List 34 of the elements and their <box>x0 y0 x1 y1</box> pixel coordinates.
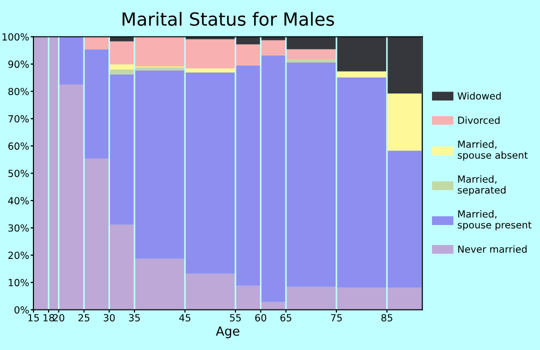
x-tick-label: 45 <box>179 314 190 322</box>
chart-title: Marital Status for Males <box>122 12 334 26</box>
y-tick-label: 100% <box>2 33 29 41</box>
bar <box>286 59 336 62</box>
legend-label: Married, spouse present <box>458 210 532 230</box>
legend-label: Never married <box>458 245 527 253</box>
x-tick-label: 60 <box>255 314 266 322</box>
x-tick-label: 75 <box>331 314 342 322</box>
y-tick-label: 80% <box>8 88 29 96</box>
x-tick-label: 20 <box>53 314 64 322</box>
x-axis-title: Age <box>216 326 240 338</box>
x-tick-label: 25 <box>78 314 90 322</box>
legend-label: Widowed <box>458 92 501 100</box>
x-tick-label: 85 <box>381 314 392 322</box>
x-tick-label: 35 <box>129 314 140 322</box>
x-tick-label: 15 <box>28 314 39 322</box>
x-tick-label: 30 <box>104 314 115 322</box>
bar <box>337 71 386 78</box>
legend-label: Divorced <box>458 116 500 124</box>
bar <box>186 68 235 73</box>
x-tick-label: 55 <box>230 314 241 322</box>
y-tick-label: 60% <box>8 142 29 150</box>
x-tick-label: 18 <box>44 314 54 322</box>
y-tick-label: 40% <box>8 197 29 204</box>
y-tick-label: 70% <box>8 115 29 122</box>
y-tick-label: 90% <box>8 60 29 68</box>
y-tick-label: 50% <box>8 170 29 178</box>
y-tick-label: 10% <box>8 278 29 286</box>
legend-label: Married, separated <box>458 175 506 196</box>
y-tick-label: 0% <box>14 306 29 314</box>
legend-label: Married, spouse absent <box>458 140 528 161</box>
x-tick-label: 65 <box>280 314 292 322</box>
y-tick-label: 30% <box>8 224 29 232</box>
y-tick-label: 20% <box>8 252 29 259</box>
